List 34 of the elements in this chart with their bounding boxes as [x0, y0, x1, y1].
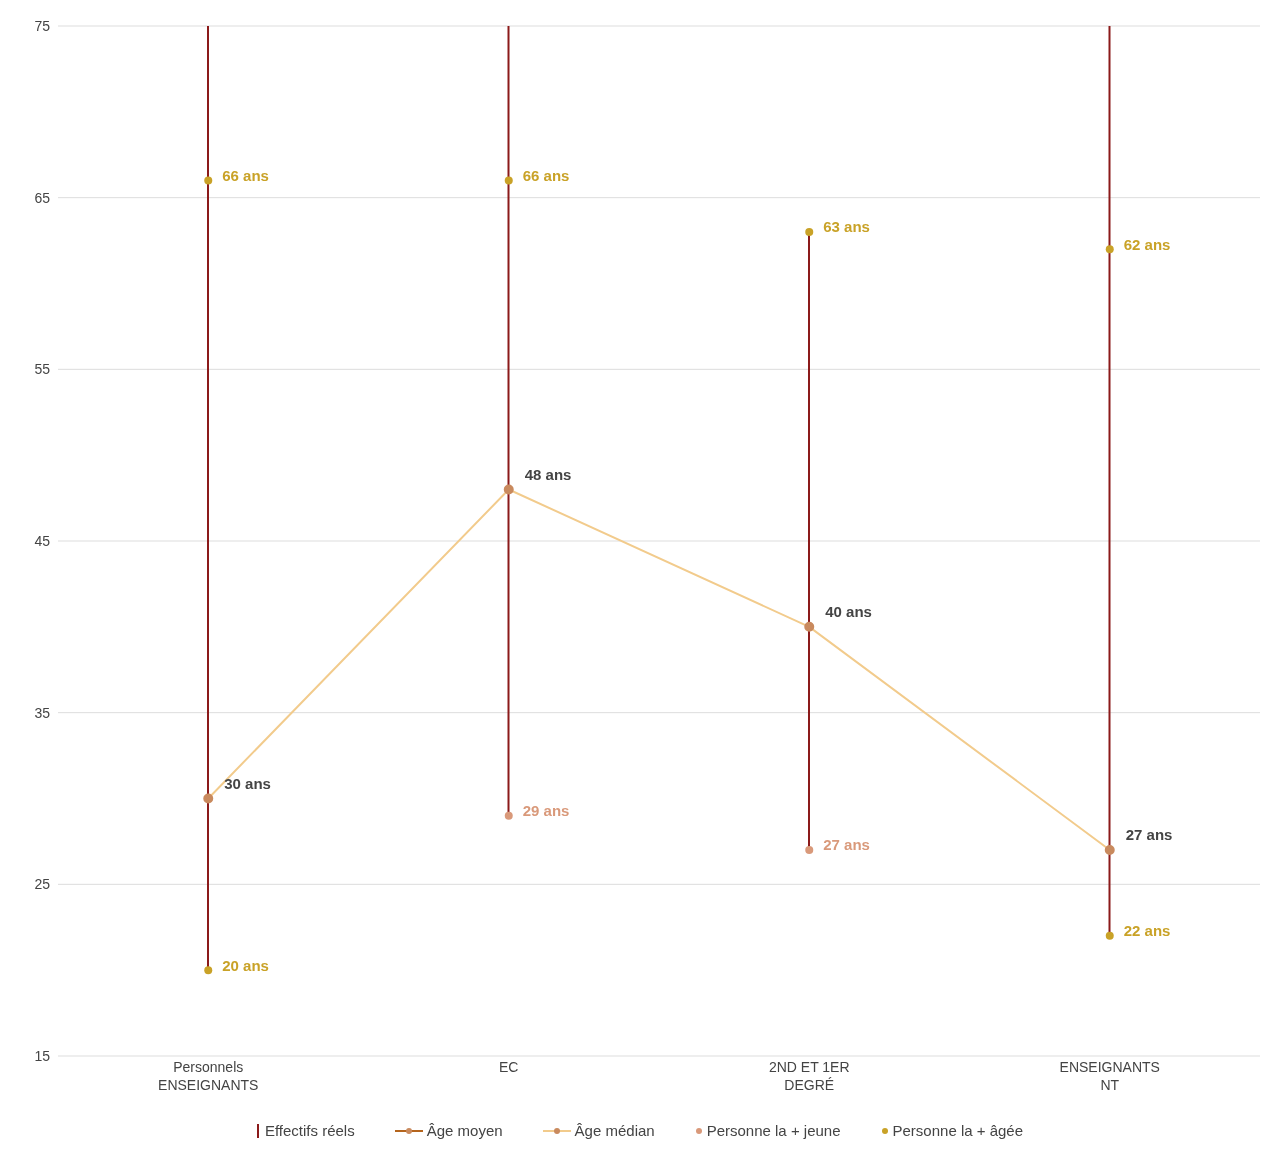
data-label: 48 ans: [524, 465, 572, 483]
legend-label: Âge médian: [573, 1122, 655, 1139]
point: [805, 228, 814, 236]
data-label: 27 ans: [823, 836, 870, 854]
data-label: 30 ans: [224, 774, 271, 792]
y-tick-label: 15: [34, 1047, 51, 1064]
legend-label: Âge moyen: [425, 1122, 503, 1139]
x-tick-label: ENSEIGNANTS NT: [1059, 1059, 1160, 1093]
data-label: 27 ans: [1125, 826, 1173, 843]
y-tick-label: 55: [34, 361, 51, 378]
x-tick-label: EC: [499, 1059, 519, 1075]
legend-label: Personne la + jeune: [705, 1122, 841, 1139]
x-tick-label: 2ND ET 1ER DEGRÉ: [768, 1059, 850, 1093]
legend-label: Effectifs réels: [263, 1122, 355, 1139]
point: [504, 811, 513, 820]
y-tick-label: 25: [34, 876, 51, 893]
data-label: 22 ans: [1123, 922, 1171, 940]
y-tick-label: 65: [34, 189, 51, 206]
data-label: 20 ans: [222, 956, 269, 974]
data-label: 66 ans: [522, 166, 570, 184]
x-tick-label: Personnels ENSEIGNANTS: [158, 1059, 259, 1093]
point: [504, 176, 513, 185]
point: [805, 846, 814, 854]
data-label: 63 ans: [823, 218, 870, 236]
y-tick-label: 45: [34, 532, 51, 549]
legend-label: Personne la + âgée: [891, 1122, 1024, 1139]
y-tick-label: 75: [34, 17, 51, 34]
data-label: 29 ans: [522, 802, 570, 820]
y-tick-label: 35: [34, 704, 51, 721]
point: [1105, 245, 1114, 254]
point: [204, 176, 213, 185]
data-label: 62 ans: [1123, 235, 1171, 253]
data-label: 40 ans: [825, 602, 872, 620]
data-label: 66 ans: [222, 166, 269, 184]
